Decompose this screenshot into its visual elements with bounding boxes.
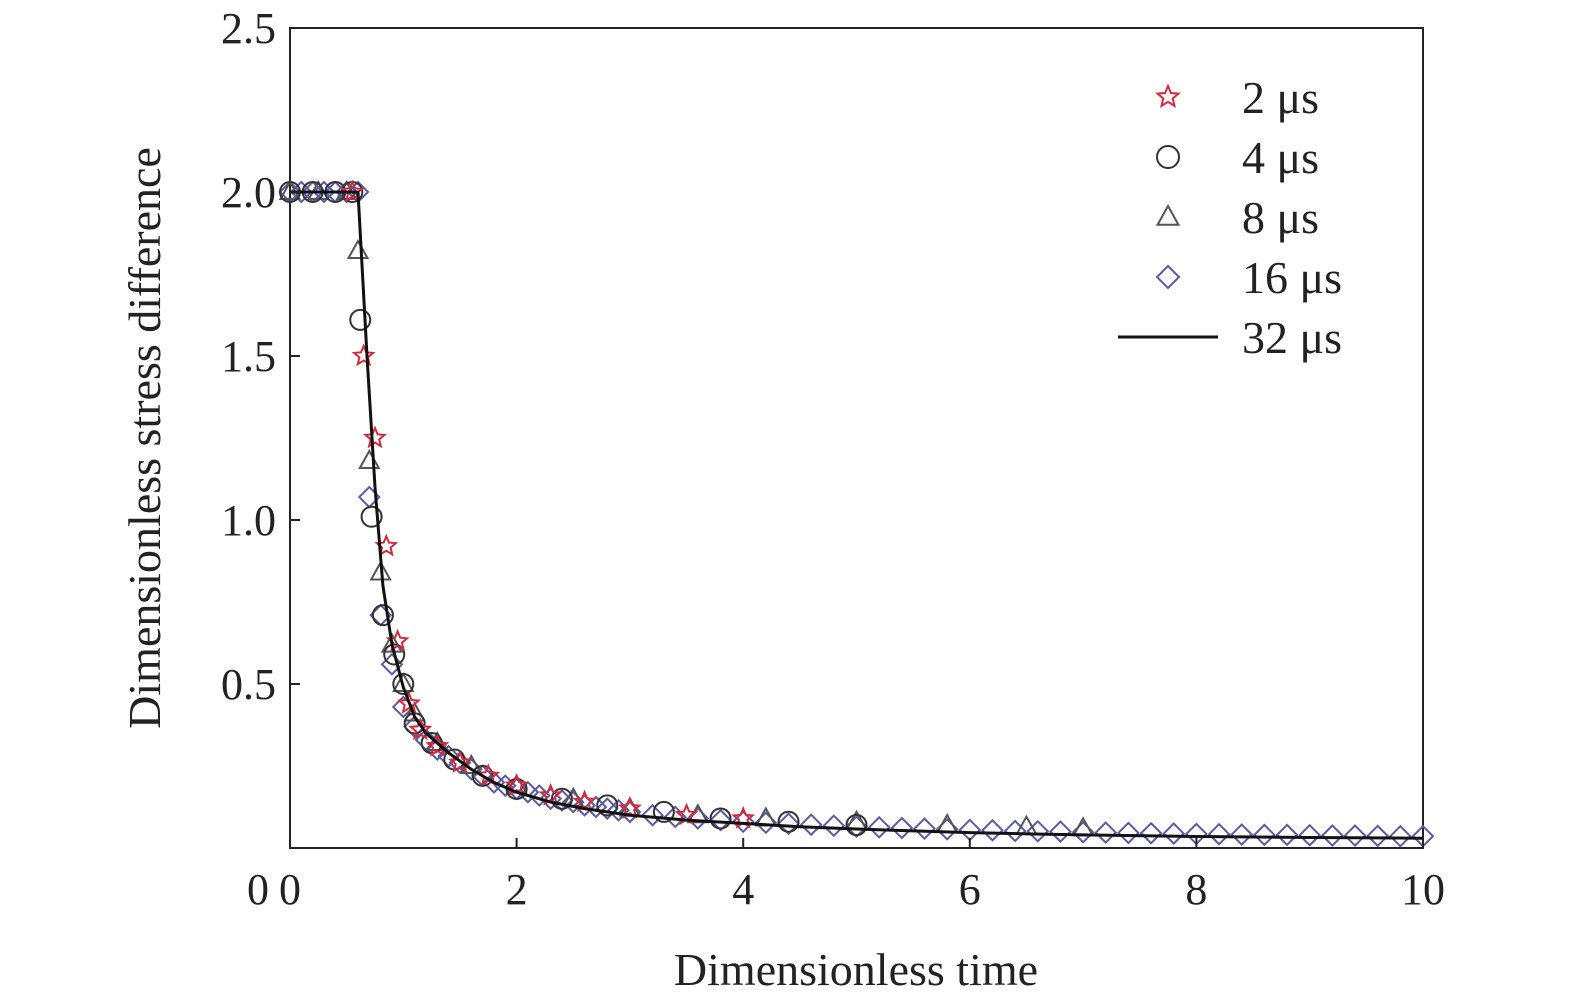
data-point-diamond bbox=[335, 180, 359, 204]
series-circle bbox=[279, 181, 868, 837]
y-tick-label: 2.5 bbox=[221, 4, 276, 53]
data-point-diamond bbox=[1117, 821, 1140, 845]
data-point-circle bbox=[652, 800, 675, 823]
data-point-circle bbox=[471, 764, 494, 787]
data-point-diamond bbox=[641, 803, 664, 827]
data-point-diamond bbox=[799, 813, 823, 837]
data-point-diamond bbox=[867, 815, 891, 839]
data-point-diamond bbox=[414, 728, 438, 752]
legend-label: 2 μs bbox=[1242, 72, 1319, 123]
plot-frame bbox=[289, 27, 1424, 849]
y-tick-label: 1.0 bbox=[221, 496, 276, 545]
legend-label: 32 μs bbox=[1242, 312, 1342, 363]
data-point-triangle bbox=[403, 701, 426, 722]
x-tick-label: 0 bbox=[247, 865, 269, 914]
data-point-diamond bbox=[890, 816, 914, 840]
data-point-star bbox=[447, 750, 472, 773]
data-point-circle bbox=[360, 505, 383, 528]
legend-marker-diamond bbox=[1155, 264, 1181, 290]
data-point-diamond bbox=[1094, 821, 1118, 844]
data-point-diamond bbox=[845, 815, 868, 839]
data-point-triangle bbox=[358, 448, 381, 469]
data-point-diamond bbox=[777, 812, 800, 836]
data-point-diamond bbox=[1207, 822, 1231, 846]
data-point-circle bbox=[596, 794, 619, 817]
data-point-star bbox=[340, 179, 365, 203]
y-axis-title: Dimensionless stress difference bbox=[119, 147, 170, 729]
legend: 2 μs 4 μs 8 μs 16 μs 32 μs bbox=[1118, 72, 1342, 363]
y-tick-label: 1.5 bbox=[221, 332, 276, 381]
legend-marker-triangle bbox=[1155, 203, 1181, 226]
data-point-diamond bbox=[958, 818, 982, 842]
data-point-circle bbox=[392, 673, 415, 695]
series-line bbox=[290, 190, 1424, 840]
x-axis-title: Dimensionless time bbox=[674, 944, 1038, 995]
data-point-circle bbox=[709, 807, 732, 830]
legend-label: 16 μs bbox=[1242, 252, 1342, 303]
data-point-star bbox=[408, 717, 433, 741]
data-point-star bbox=[362, 425, 387, 449]
data-point-star bbox=[425, 733, 450, 757]
data-point-diamond bbox=[1230, 823, 1254, 846]
data-point-diamond bbox=[1003, 819, 1027, 843]
data-point-diamond bbox=[822, 814, 846, 838]
legend-marker-circle bbox=[1156, 145, 1180, 169]
series-star bbox=[340, 179, 756, 829]
x-tick-label: 2 bbox=[506, 865, 528, 914]
data-point-diamond bbox=[1320, 824, 1344, 847]
chart-marks bbox=[278, 179, 1435, 848]
data-point-star bbox=[504, 773, 529, 796]
data-point-diamond bbox=[380, 652, 404, 676]
data-point-triangle bbox=[380, 632, 404, 653]
data-point-diamond bbox=[1049, 820, 1072, 844]
data-point-diamond bbox=[1275, 823, 1299, 847]
data-point-circle bbox=[371, 604, 394, 627]
data-point-diamond bbox=[1343, 824, 1367, 847]
legend-label: 8 μs bbox=[1242, 192, 1319, 243]
data-point-star bbox=[538, 782, 563, 806]
data-point-star bbox=[617, 796, 642, 819]
data-point-diamond bbox=[1162, 822, 1186, 845]
x-tick-label: 4 bbox=[732, 865, 754, 914]
data-point-diamond bbox=[1366, 824, 1390, 848]
data-point-diamond bbox=[1026, 819, 1050, 843]
x-tick-label: 0 bbox=[279, 865, 301, 914]
data-point-circle bbox=[349, 308, 372, 331]
data-point-diamond bbox=[913, 817, 936, 841]
data-point-triangle bbox=[346, 238, 370, 260]
data-point-diamond bbox=[981, 818, 1004, 842]
data-point-circle bbox=[777, 810, 800, 833]
data-point-diamond bbox=[663, 805, 687, 829]
data-point-diamond bbox=[1139, 821, 1163, 845]
data-point-diamond bbox=[312, 180, 336, 204]
series-triangle bbox=[278, 179, 1095, 837]
legend-marker-star bbox=[1155, 83, 1181, 109]
legend-label: 4 μs bbox=[1242, 132, 1319, 183]
y-tick-label: 0.5 bbox=[221, 660, 276, 709]
data-point-circle bbox=[383, 643, 406, 666]
data-point-star bbox=[351, 343, 376, 367]
x-tick-label: 8 bbox=[1185, 865, 1207, 914]
data-point-diamond bbox=[709, 808, 732, 832]
data-point-star bbox=[396, 691, 421, 714]
y-axis: 0.5 1.0 1.5 2.0 2.5 bbox=[221, 4, 300, 709]
x-axis: 0 2 4 6 8 10 0 bbox=[247, 838, 1445, 914]
data-point-circle bbox=[550, 787, 573, 810]
data-point-circle bbox=[845, 814, 868, 837]
x-tick-label: 6 bbox=[959, 865, 981, 914]
data-point-diamond bbox=[1298, 823, 1322, 847]
data-point-diamond bbox=[1388, 824, 1412, 848]
x-tick-label: 10 bbox=[1401, 865, 1445, 914]
data-point-star bbox=[572, 789, 597, 813]
data-point-triangle bbox=[369, 560, 392, 581]
data-point-triangle bbox=[935, 812, 959, 834]
data-point-diamond bbox=[1252, 823, 1276, 847]
y-tick-label: 2.0 bbox=[221, 168, 276, 217]
